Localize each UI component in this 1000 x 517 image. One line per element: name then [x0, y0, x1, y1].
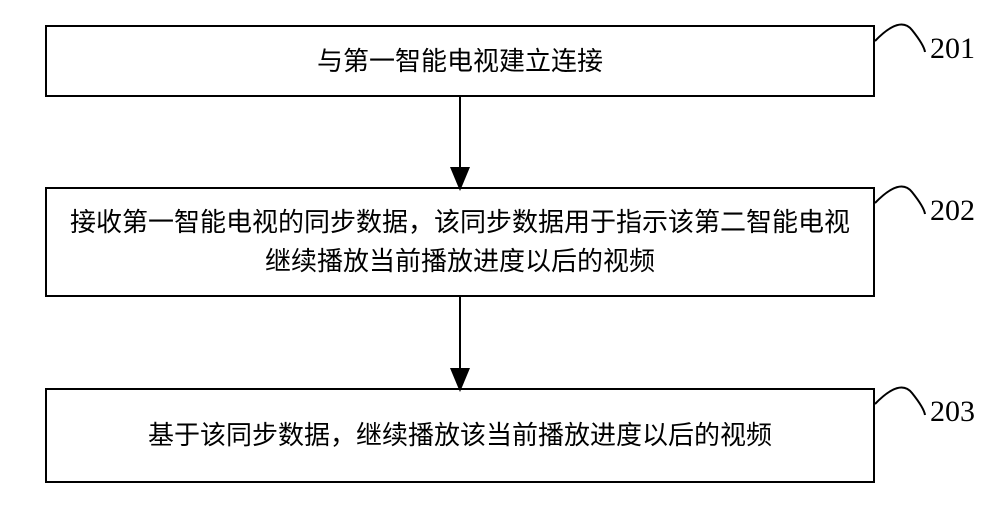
callout-curve-2: [875, 187, 925, 214]
callout-curve-3: [875, 388, 925, 415]
flow-node-3-text: 基于该同步数据，继续播放该当前播放进度以后的视频: [148, 416, 772, 455]
flow-node-3: 基于该同步数据，继续播放该当前播放进度以后的视频: [45, 388, 875, 483]
flow-node-2-text: 接收第一智能电视的同步数据，该同步数据用于指示该第二智能电视继续播放当前播放进度…: [67, 203, 853, 281]
flow-node-2-label: 202: [930, 194, 975, 228]
flowchart-canvas: 与第一智能电视建立连接 201 接收第一智能电视的同步数据，该同步数据用于指示该…: [0, 0, 1000, 517]
flow-node-1: 与第一智能电视建立连接: [45, 25, 875, 97]
flow-node-3-label: 203: [930, 395, 975, 429]
callout-curve-1: [875, 25, 925, 52]
flow-node-2: 接收第一智能电视的同步数据，该同步数据用于指示该第二智能电视继续播放当前播放进度…: [45, 187, 875, 297]
flow-node-1-text: 与第一智能电视建立连接: [317, 42, 603, 81]
flow-node-1-label: 201: [930, 32, 975, 66]
